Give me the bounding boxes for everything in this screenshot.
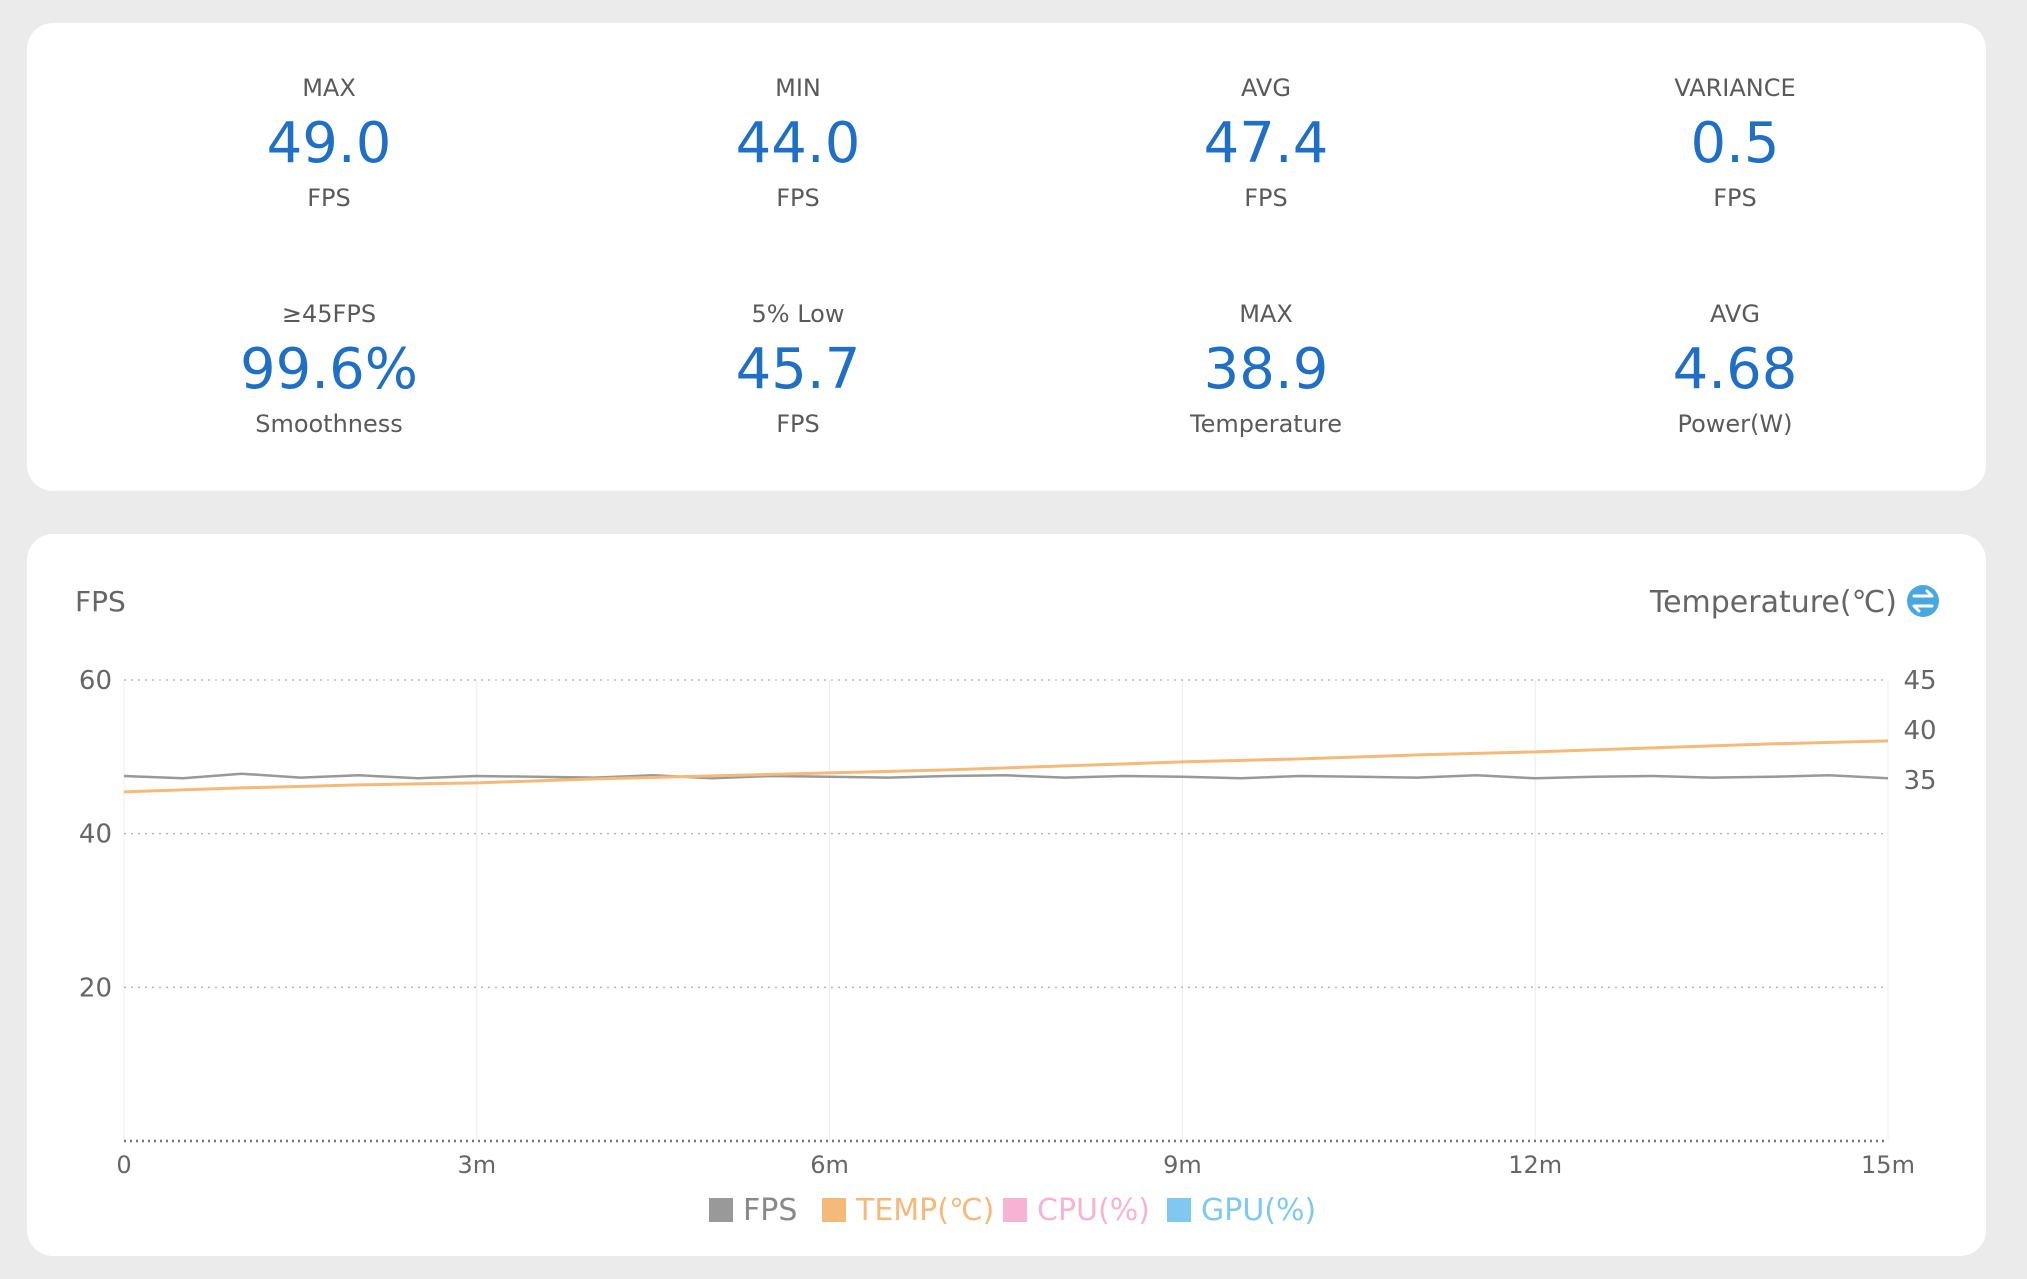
stat-max-fps: MAX 49.0 FPS xyxy=(95,71,563,215)
fps-temperature-chart: FPS Temperature(℃) 0 3m 6m 9m 12m 15m 60 40 20 45… xyxy=(75,585,1939,1228)
x-tick-label: 9m xyxy=(1163,1151,1202,1179)
legend-swatch xyxy=(822,1198,846,1222)
y-left-tick-label: 60 xyxy=(79,666,112,696)
stat-variance: VARIANCE 0.5 FPS xyxy=(1501,71,1969,215)
x-tick-label: 0 xyxy=(116,1151,131,1179)
legend-swatch xyxy=(1003,1198,1027,1222)
stat-label: ≥45FPS xyxy=(281,300,377,328)
legend-swatch xyxy=(709,1198,733,1222)
stat-unit: Power(W) xyxy=(1677,410,1793,438)
stat-label: MAX xyxy=(302,74,356,102)
stat-value: 47.4 xyxy=(1203,111,1329,176)
x-tick-label: 3m xyxy=(457,1151,496,1179)
stat-unit: FPS xyxy=(776,184,820,212)
stat-unit: FPS xyxy=(776,410,820,438)
x-tick-label: 15m xyxy=(1861,1151,1915,1179)
legend-item[interactable]: GPU(%) xyxy=(1167,1193,1316,1228)
stat-avg-fps: AVG 47.4 FPS xyxy=(1032,71,1500,215)
legend-swatch xyxy=(1167,1198,1191,1222)
stat-unit: Temperature xyxy=(1189,410,1343,438)
stat-value: 99.6% xyxy=(240,337,418,402)
stat-label: 5% Low xyxy=(751,300,845,328)
legend-label: TEMP(℃) xyxy=(855,1193,994,1228)
stat-label: MIN xyxy=(775,74,821,102)
stat-label: AVG xyxy=(1241,74,1291,102)
stat-value: 49.0 xyxy=(266,111,392,176)
stat-label: VARIANCE xyxy=(1674,74,1796,102)
legend-label: GPU(%) xyxy=(1201,1193,1316,1228)
stat-value: 4.68 xyxy=(1672,337,1798,402)
left-axis-label: FPS xyxy=(75,585,126,618)
stat-value: 0.5 xyxy=(1690,111,1780,176)
stat-label: AVG xyxy=(1710,300,1760,328)
legend-item[interactable]: TEMP(℃) xyxy=(822,1193,994,1228)
y-right-tick-label: 45 xyxy=(1903,666,1936,696)
stat-avg-power: AVG 4.68 Power(W) xyxy=(1501,297,1969,441)
chart-legend: FPS TEMP(℃) CPU(%) GPU(%) xyxy=(709,1193,1316,1228)
legend-item[interactable]: FPS xyxy=(709,1193,797,1228)
chart-card: FPS Temperature(℃) 0 3m 6m 9m 12m 15m 60 40 20 45… xyxy=(27,534,1986,1256)
stat-unit: FPS xyxy=(1713,184,1757,212)
stat-value: 44.0 xyxy=(735,111,861,176)
x-tick-label: 12m xyxy=(1508,1151,1562,1179)
temp-series-line xyxy=(123,739,1889,794)
stat-5-percent-low: 5% Low 45.7 FPS xyxy=(564,297,1032,441)
stats-card: MAX 49.0 FPS MIN 44.0 FPS AVG 47.4 FPS V… xyxy=(27,23,1986,491)
stat-unit: FPS xyxy=(307,184,351,212)
y-right-tick-label: 35 xyxy=(1903,766,1936,796)
stat-value: 38.9 xyxy=(1203,337,1329,402)
swap-axis-icon[interactable] xyxy=(1907,585,1939,617)
legend-item[interactable]: CPU(%) xyxy=(1003,1193,1150,1228)
y-right-tick-label: 40 xyxy=(1903,716,1936,746)
legend-label: CPU(%) xyxy=(1037,1193,1150,1228)
stat-smoothness: ≥45FPS 99.6% Smoothness xyxy=(95,297,563,441)
legend-label: FPS xyxy=(743,1193,797,1228)
stat-unit: FPS xyxy=(1244,184,1288,212)
y-left-tick-label: 20 xyxy=(79,973,112,1003)
right-axis-label: Temperature(℃) xyxy=(1649,585,1897,620)
y-left-tick-label: 40 xyxy=(79,820,112,850)
stat-label: MAX xyxy=(1239,300,1293,328)
fps-series-line xyxy=(123,772,1889,780)
stat-max-temperature: MAX 38.9 Temperature xyxy=(1032,297,1500,441)
stat-value: 45.7 xyxy=(735,337,861,402)
stat-min-fps: MIN 44.0 FPS xyxy=(564,71,1032,215)
x-tick-label: 6m xyxy=(810,1151,849,1179)
stat-unit: Smoothness xyxy=(255,410,403,438)
